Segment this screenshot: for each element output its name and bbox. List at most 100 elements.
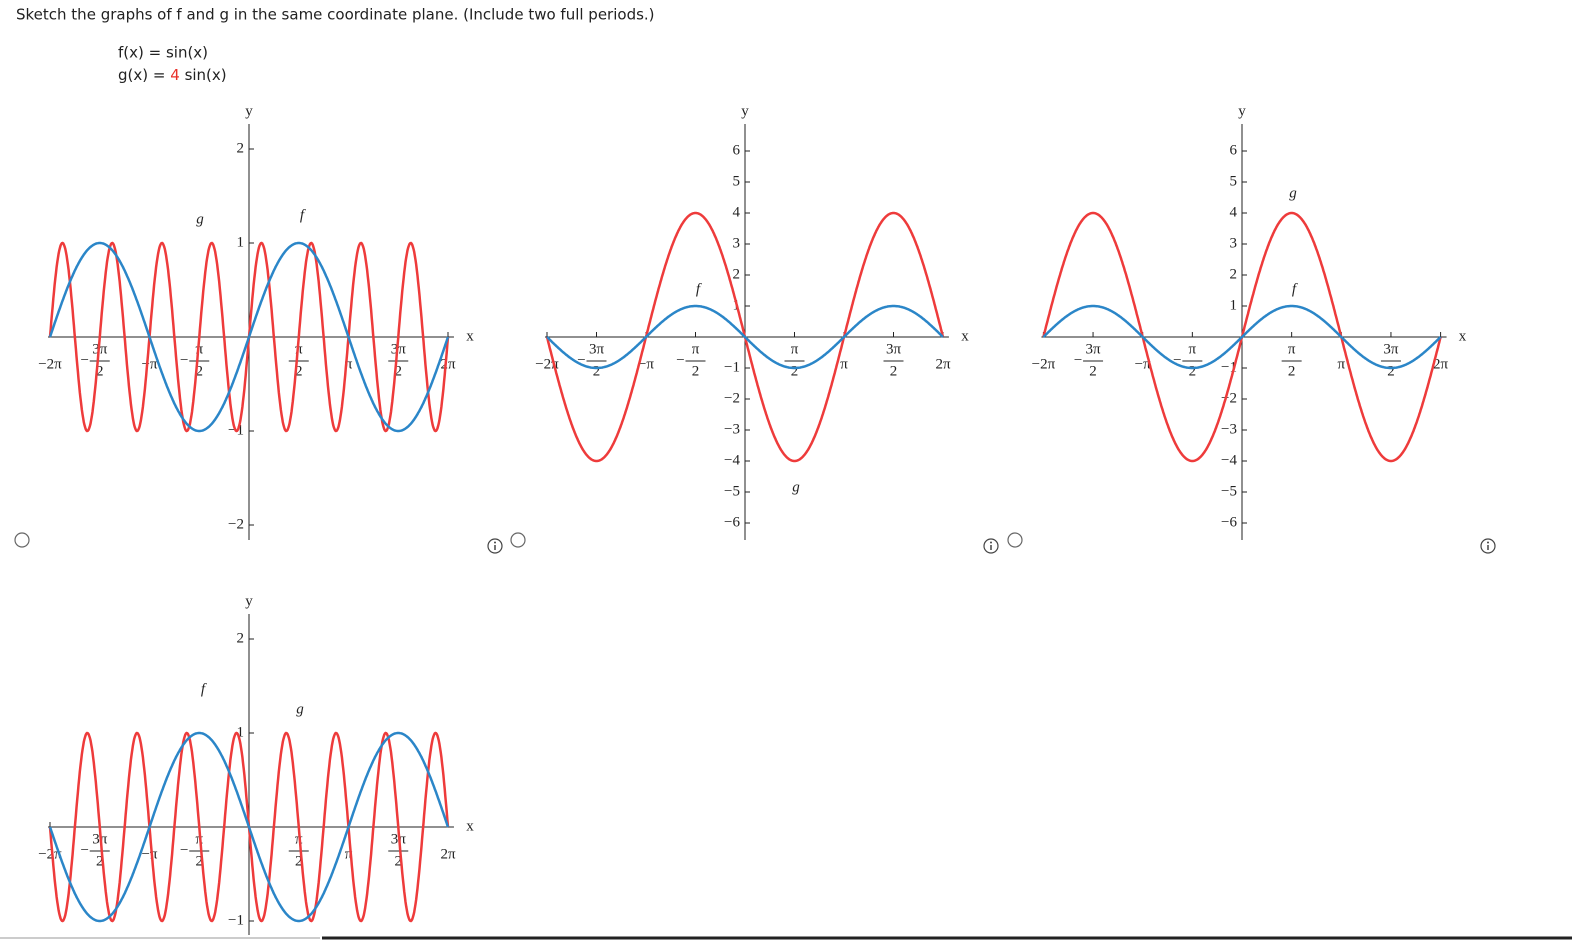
x-tick-denominator: 2 — [196, 853, 204, 869]
x-tick-denominator: 2 — [96, 853, 104, 869]
y-tick-label: −6 — [1221, 514, 1237, 530]
x-tick-numerator: 3π — [589, 341, 605, 357]
y-tick-label: −1 — [228, 912, 244, 928]
g-definition: g(x) = 4 sin(x) — [118, 66, 227, 84]
f-curve — [546, 304, 944, 370]
y-tick-label: 1 — [237, 234, 245, 250]
f-label: f — [1292, 281, 1298, 297]
x-tick-numerator: π — [1189, 341, 1197, 357]
x-tick-label: π — [840, 356, 848, 372]
f-curve — [48, 241, 450, 433]
x-tick-label: −π — [1135, 356, 1151, 372]
y-axis-label: y — [1238, 103, 1246, 119]
g-label: g — [196, 211, 204, 227]
x-axis-label: x — [1459, 328, 1467, 344]
x-tick-sign: − — [81, 352, 89, 368]
x-tick-denominator: 2 — [1288, 363, 1296, 379]
y-tick-label: 6 — [1230, 142, 1238, 158]
y-tick-label: −5 — [1221, 483, 1237, 499]
y-tick-label: −3 — [1221, 421, 1237, 437]
x-tick-label: −π — [141, 356, 157, 372]
g-label: g — [1289, 185, 1297, 201]
x-tick-sign: − — [1173, 352, 1181, 368]
x-tick-denominator: 2 — [890, 363, 898, 379]
y-tick-label: 6 — [733, 142, 741, 158]
y-tick-label: 5 — [1230, 173, 1238, 189]
g-label: g — [792, 479, 800, 495]
x-tick-numerator: π — [692, 341, 700, 357]
y-tick-label: −5 — [724, 483, 740, 499]
f-label: f — [300, 207, 306, 223]
f-label: f — [696, 281, 702, 297]
x-tick-label: π — [345, 356, 353, 372]
x-tick-numerator: π — [791, 341, 799, 357]
info-icon-dot — [990, 541, 992, 544]
y-tick-label: 2 — [1230, 266, 1238, 282]
x-tick-denominator: 2 — [1089, 363, 1097, 379]
question: Sketch the graphs of f and g in the same… — [16, 6, 655, 24]
g-coefficient: 4 — [170, 66, 180, 84]
x-tick-numerator: 3π — [391, 341, 407, 357]
y-tick-label: 4 — [733, 204, 741, 220]
x-axis-label: x — [466, 818, 474, 834]
f-curve — [1042, 304, 1442, 370]
x-tick-sign: − — [180, 842, 188, 858]
x-tick-numerator: 3π — [92, 341, 108, 357]
x-tick-label: −π — [638, 356, 654, 372]
y-tick-label: 1 — [237, 724, 245, 740]
x-tick-label: −π — [141, 846, 157, 862]
radio-button[interactable] — [1007, 532, 1023, 548]
y-tick-label: −2 — [228, 516, 244, 532]
y-tick-label: 2 — [733, 266, 741, 282]
y-axis-label: y — [245, 103, 253, 119]
y-tick-label: 1 — [1230, 297, 1238, 313]
x-tick-denominator: 2 — [395, 853, 403, 869]
x-tick-label: 2π — [440, 356, 456, 372]
x-tick-denominator: 2 — [96, 363, 104, 379]
y-tick-label: 5 — [733, 173, 741, 189]
y-tick-label: −4 — [1221, 452, 1237, 468]
x-tick-numerator: π — [195, 341, 203, 357]
x-tick-denominator: 2 — [295, 363, 303, 379]
x-tick-label: −2π — [38, 356, 62, 372]
radio-button[interactable] — [14, 532, 30, 548]
x-tick-label: π — [1338, 356, 1346, 372]
y-tick-label: −4 — [724, 452, 740, 468]
x-tick-denominator: 2 — [593, 363, 601, 379]
g-rhs: sin(x) — [185, 66, 227, 84]
x-tick-numerator: 3π — [886, 341, 902, 357]
f-definition: f(x) = sin(x) — [118, 44, 208, 62]
y-tick-label: 3 — [733, 235, 741, 251]
y-tick-label: 3 — [1230, 235, 1238, 251]
y-axis-label: y — [741, 103, 749, 119]
y-tick-label: 2 — [237, 630, 245, 646]
x-tick-numerator: 3π — [1086, 341, 1102, 357]
x-tick-label: 2π — [935, 356, 951, 372]
info-icon-dot — [494, 541, 496, 544]
x-tick-sign: − — [577, 352, 585, 368]
x-tick-denominator: 2 — [1189, 363, 1197, 379]
x-tick-sign: − — [81, 842, 89, 858]
x-tick-denominator: 2 — [692, 363, 700, 379]
y-tick-label: −6 — [724, 514, 740, 530]
x-tick-label: 2π — [1433, 356, 1449, 372]
x-tick-numerator: 3π — [1383, 341, 1399, 357]
y-tick-label: −2 — [724, 390, 740, 406]
f-curve — [48, 731, 450, 923]
info-icon-dot — [1487, 541, 1489, 544]
x-tick-denominator: 2 — [395, 363, 403, 379]
x-tick-label: −2π — [38, 846, 62, 862]
radio-button[interactable] — [510, 532, 526, 548]
x-tick-sign: − — [180, 352, 188, 368]
x-tick-denominator: 2 — [791, 363, 799, 379]
y-tick-label: 4 — [1230, 204, 1238, 220]
x-tick-denominator: 2 — [295, 853, 303, 869]
y-tick-label: 2 — [237, 140, 245, 156]
x-tick-sign: − — [676, 352, 684, 368]
x-tick-denominator: 2 — [1387, 363, 1395, 379]
y-axis-label: y — [245, 593, 253, 609]
x-tick-label: 2π — [440, 846, 456, 862]
x-tick-label: π — [345, 846, 353, 862]
x-tick-label: −2π — [1032, 356, 1056, 372]
y-tick-label: −3 — [724, 421, 740, 437]
